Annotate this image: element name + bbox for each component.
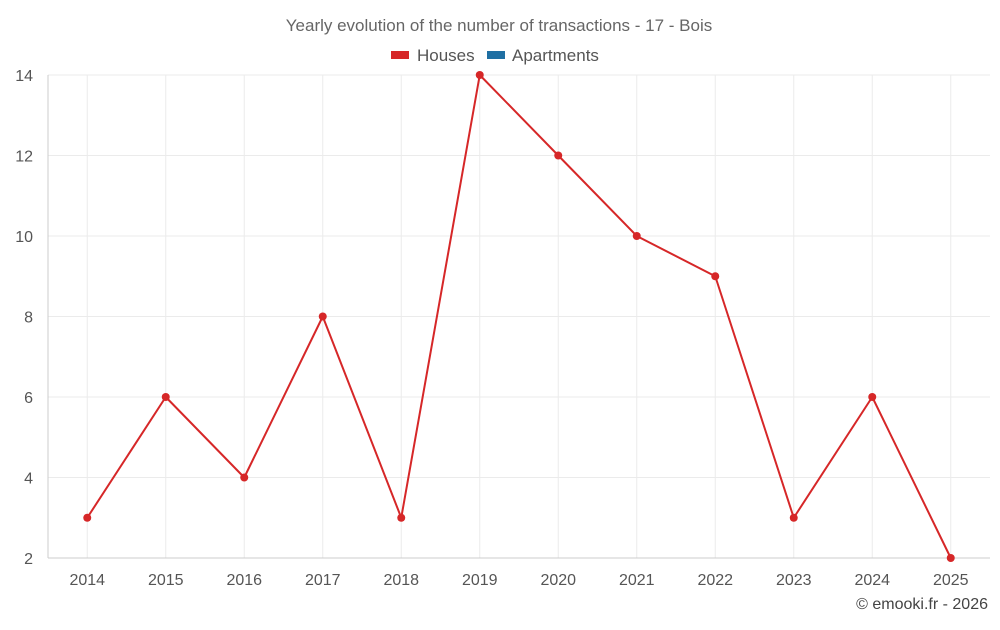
data-point[interactable] bbox=[789, 513, 798, 522]
data-point[interactable] bbox=[711, 272, 720, 281]
data-point[interactable] bbox=[318, 312, 327, 321]
legend-swatch-houses bbox=[391, 51, 409, 59]
x-tick-label: 2017 bbox=[305, 572, 341, 589]
credit-text: © emooki.fr - 2026 bbox=[856, 596, 988, 613]
y-tick-label: 14 bbox=[15, 68, 33, 85]
y-tick-label: 8 bbox=[24, 310, 33, 327]
data-point[interactable] bbox=[475, 71, 484, 79]
series-line-houses bbox=[86, 74, 952, 559]
legend-item-houses[interactable]: Houses bbox=[391, 46, 475, 65]
x-tick-label: 2024 bbox=[854, 572, 890, 589]
y-tick-label: 2 bbox=[24, 551, 33, 568]
x-tick-label: 2019 bbox=[462, 572, 498, 589]
legend-label-houses: Houses bbox=[417, 46, 475, 65]
axes: 2 4 6 8 10 12 14 2014 2015 2016 2017 2018 2019 2020 20… bbox=[15, 68, 990, 589]
legend-label-apartments: Apartments bbox=[512, 46, 599, 65]
data-point[interactable] bbox=[632, 232, 641, 240]
x-tick-label: 2014 bbox=[69, 572, 105, 589]
y-tick-label: 6 bbox=[24, 390, 33, 407]
x-tick-label: 2025 bbox=[933, 572, 969, 589]
x-tick-label: 2023 bbox=[776, 572, 812, 589]
data-point[interactable] bbox=[554, 151, 563, 160]
data-point[interactable] bbox=[161, 393, 170, 401]
chart-title: Yearly evolution of the number of transa… bbox=[286, 16, 713, 35]
data-point[interactable] bbox=[83, 513, 92, 522]
legend-item-apartments[interactable]: Apartments bbox=[487, 46, 599, 65]
x-tick-label: 2021 bbox=[619, 572, 655, 589]
gridlines bbox=[48, 74, 990, 559]
data-point[interactable] bbox=[868, 393, 877, 401]
y-tick-label: 12 bbox=[15, 149, 33, 166]
x-tick-label: 2016 bbox=[226, 572, 262, 589]
series-houses bbox=[83, 71, 955, 562]
x-tick-label: 2020 bbox=[540, 572, 576, 589]
data-point[interactable] bbox=[397, 513, 406, 522]
legend: Houses Apartments bbox=[391, 46, 599, 65]
legend-swatch-apartments bbox=[487, 51, 505, 59]
y-tick-label: 4 bbox=[24, 471, 33, 488]
x-tick-label: 2022 bbox=[697, 572, 733, 589]
y-tick-label: 10 bbox=[15, 229, 33, 246]
data-point[interactable] bbox=[946, 554, 955, 562]
data-point[interactable] bbox=[240, 473, 249, 482]
x-tick-label: 2018 bbox=[383, 572, 419, 589]
x-tick-label: 2015 bbox=[148, 572, 184, 589]
